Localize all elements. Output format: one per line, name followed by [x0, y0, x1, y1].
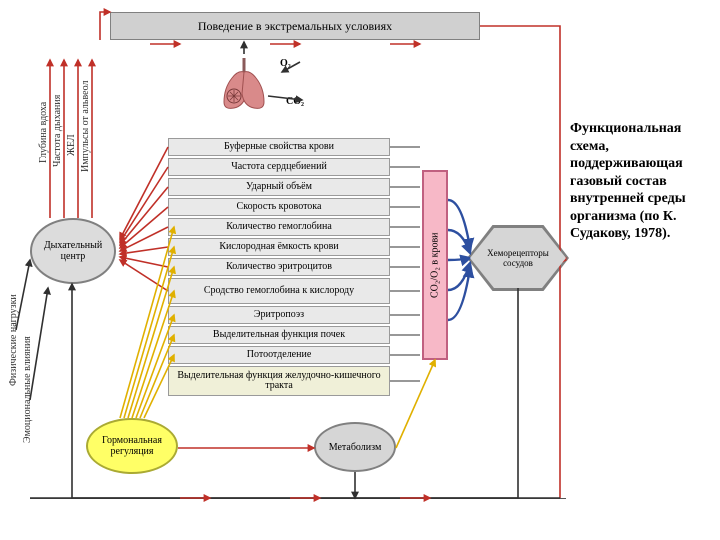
figure-caption: Функциональная схема, поддерживающая газ…: [570, 120, 720, 243]
diagram-stage: Поведение в экстремальных условиях O₂ CO…: [0, 0, 720, 540]
arrows-layer: [0, 0, 720, 540]
